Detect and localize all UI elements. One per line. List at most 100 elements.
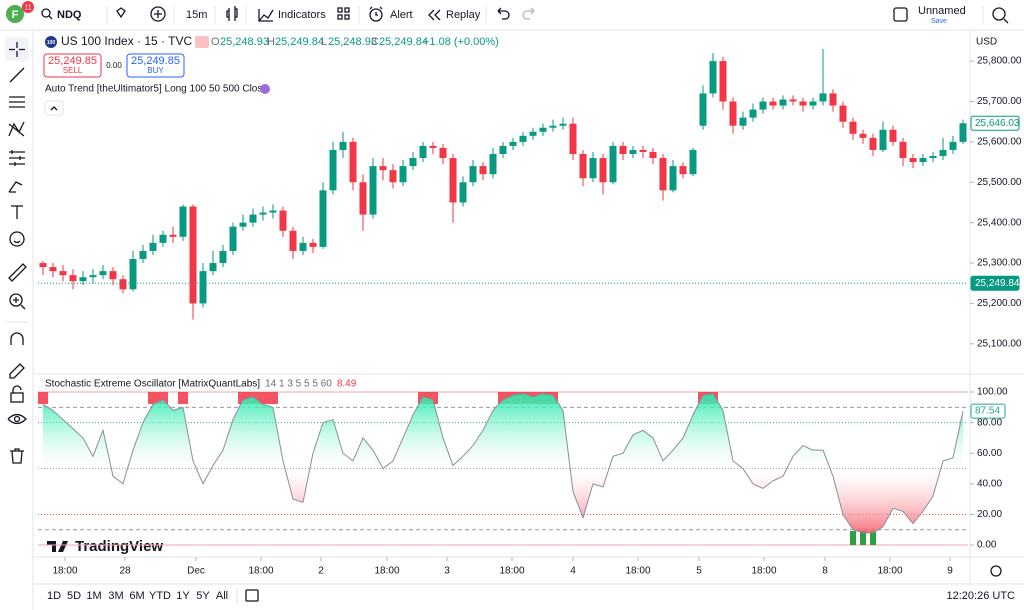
buy-button[interactable] — [126, 53, 185, 78]
visibility-tool[interactable] — [7, 413, 27, 425]
layout-name[interactable]: Unnamed — [918, 5, 966, 17]
pattern-tool[interactable] — [8, 121, 25, 137]
zoom-tool-detail — [13, 297, 26, 310]
lock-tool[interactable] — [10, 392, 24, 403]
replay-icon — [428, 9, 441, 21]
indicator-params: 14 1 3 5 5 5 60 — [265, 379, 332, 390]
candle-body — [909, 158, 917, 163]
candle-body — [499, 145, 507, 154]
candle-body — [419, 145, 427, 159]
forecast-tool[interactable] — [9, 150, 25, 166]
candle-body — [799, 101, 807, 106]
chart-type-icon[interactable] — [226, 6, 238, 21]
candle-body — [769, 101, 777, 106]
zoom-tool[interactable] — [9, 293, 23, 307]
candle-body — [879, 129, 887, 150]
range-button[interactable]: 5D — [67, 590, 81, 602]
compare-icon[interactable] — [116, 7, 126, 19]
tool-selected-bg — [5, 37, 29, 61]
candle-body — [469, 166, 477, 183]
candle-body — [229, 226, 237, 251]
candle-body — [59, 271, 67, 276]
fib-tool[interactable] — [9, 96, 25, 108]
add-symbol-icon[interactable] — [150, 6, 166, 22]
clock[interactable]: 12:20:26 UTC — [947, 590, 1016, 602]
y-tick-label: 25,600.00 — [977, 137, 1022, 148]
ohlc-value: 25,249.84 — [275, 36, 324, 48]
sell-button[interactable] — [43, 53, 102, 78]
trend-line-tool[interactable] — [9, 67, 25, 83]
y-tick-label: 80.00 — [977, 417, 1002, 428]
axis-settings[interactable] — [990, 565, 1002, 577]
candle-body — [109, 271, 117, 280]
candle-body — [319, 190, 327, 247]
candle-body — [299, 242, 307, 251]
symbol-search[interactable]: NDQ — [57, 9, 82, 21]
oscillator-area — [43, 393, 963, 533]
magnet-tool[interactable] — [10, 332, 24, 345]
candle-body — [949, 141, 957, 150]
indicator-status: 8.49 — [337, 379, 357, 390]
candles — [39, 48, 967, 320]
range-button[interactable]: 1D — [47, 590, 61, 602]
y-tick-label: 25,300.00 — [977, 258, 1022, 269]
candle-body — [359, 182, 367, 215]
quick-search-icon[interactable] — [992, 7, 1006, 21]
candle-body — [329, 149, 337, 191]
candle-body — [429, 145, 437, 148]
oscillator-line — [42, 393, 964, 534]
range-button[interactable]: 5Y — [196, 590, 210, 602]
goto-date-icon[interactable] — [245, 589, 259, 602]
delete-tool[interactable] — [10, 448, 24, 464]
measure-tool[interactable] — [8, 263, 27, 282]
text-tool[interactable] — [11, 205, 23, 219]
alert-button[interactable]: Alert — [390, 9, 413, 21]
candle-body — [69, 275, 77, 282]
overbought-marker — [428, 392, 438, 404]
range-button[interactable]: YTD — [149, 590, 171, 602]
range-button[interactable]: 3M — [108, 590, 123, 602]
range-button[interactable]: 6M — [129, 590, 144, 602]
candle-body — [289, 230, 297, 251]
collapse-button[interactable] — [44, 100, 64, 116]
candle-body — [629, 149, 637, 154]
candle-body — [99, 271, 107, 276]
candle-body — [159, 234, 167, 243]
candle-body — [669, 166, 677, 191]
y-tick-label: 100.00 — [977, 387, 1008, 398]
avatar[interactable] — [6, 5, 24, 23]
templates-icon[interactable] — [337, 7, 343, 13]
value-tag — [970, 403, 1006, 419]
price-tag-label: 25,249.84 — [975, 278, 1020, 289]
ohlc-value: 25,248.93 — [328, 36, 377, 48]
undo-icon[interactable] — [497, 7, 510, 20]
x-tick-label: 28 — [119, 566, 131, 577]
quick-search-handle — [1003, 18, 1009, 24]
templates-icon — [337, 14, 343, 20]
currency-label[interactable]: USD — [976, 37, 997, 48]
search-icon[interactable] — [41, 8, 51, 18]
icon-tool[interactable] — [9, 231, 25, 247]
range-button[interactable]: All — [216, 590, 228, 602]
indicators-icon — [258, 9, 274, 22]
x-tick-label: 8 — [822, 566, 828, 577]
range-button[interactable]: 1Y — [176, 590, 190, 602]
overbought-marker — [268, 392, 278, 404]
candle-body — [349, 141, 357, 183]
candle-body — [389, 170, 397, 183]
candle-body — [539, 127, 547, 132]
interval-button[interactable]: 15m — [186, 9, 207, 21]
indicator-title[interactable]: Auto Trend [theUltimator5] Long 100 50 5… — [45, 84, 268, 95]
save-link[interactable]: Save — [931, 18, 947, 25]
symbol-title: US 100 Index · 15 · TVC — [61, 34, 193, 48]
x-tick-label: 18:00 — [877, 566, 902, 577]
lock-drawing-tool[interactable] — [9, 363, 25, 379]
range-button[interactable]: 1M — [86, 590, 101, 602]
redo-icon[interactable] — [522, 7, 535, 20]
brush-tool[interactable] — [8, 181, 23, 193]
crosshair-tool[interactable] — [9, 42, 25, 57]
indicators-button[interactable]: Indicators — [278, 9, 326, 21]
candle-body — [379, 166, 387, 171]
replay-button[interactable]: Replay — [446, 9, 481, 21]
layout-icon[interactable] — [893, 7, 908, 22]
